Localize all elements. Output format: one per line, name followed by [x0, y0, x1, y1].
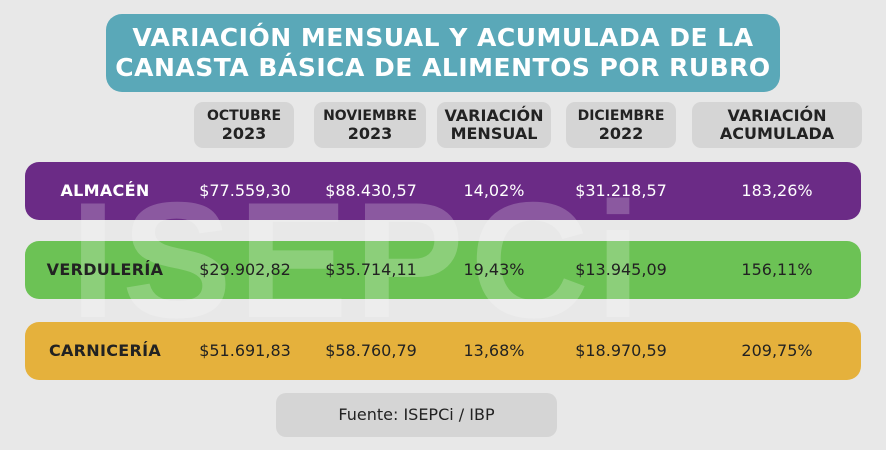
header-label: ACUMULADA	[719, 124, 835, 143]
table-cell: $88.430,57	[325, 181, 417, 200]
page-title: VARIACIÓN MENSUAL Y ACUMULADA DE LA CANA…	[106, 14, 780, 92]
header-label: VARIACIÓN	[444, 106, 544, 125]
header-label: DICIEMBRE	[577, 108, 665, 124]
header-variacion-acumulada: VARIACIÓN ACUMULADA	[692, 102, 862, 148]
table-cell: $58.760,79	[325, 341, 417, 360]
title-line-2: CANASTA BÁSICA DE ALIMENTOS POR RUBRO	[115, 53, 771, 82]
table-cell: 183,26%	[741, 181, 813, 200]
table-cell: 209,75%	[741, 341, 813, 360]
row-label-carniceria: CARNICERÍA	[48, 341, 162, 360]
table-cell: $35.714,11	[325, 260, 417, 279]
header-label: NOVIEMBRE	[323, 108, 417, 124]
header-octubre-2023: OCTUBRE 2023	[194, 102, 294, 148]
table-cell: $18.970,59	[575, 341, 667, 360]
table-cell: $51.691,83	[199, 341, 291, 360]
header-label: 2023	[221, 124, 267, 143]
table-cell: 156,11%	[741, 260, 813, 279]
source-footer: Fuente: ISEPCi / IBP	[276, 393, 557, 437]
table-cell: 19,43%	[463, 260, 525, 279]
header-label: VARIACIÓN	[727, 106, 827, 125]
row-almacen	[25, 162, 861, 220]
header-noviembre-2023: NOVIEMBRE 2023	[314, 102, 426, 148]
table-cell: $29.902,82	[199, 260, 291, 279]
title-line-1: VARIACIÓN MENSUAL Y ACUMULADA DE LA	[132, 23, 754, 52]
row-label-almacen: ALMACÉN	[60, 181, 150, 200]
table-cell: $13.945,09	[575, 260, 667, 279]
row-label-verduleria: VERDULERÍA	[46, 260, 164, 279]
row-carniceria	[25, 322, 861, 380]
header-diciembre-2022: DICIEMBRE 2022	[566, 102, 676, 148]
header-label: MENSUAL	[450, 124, 538, 143]
header-label: 2022	[598, 124, 644, 143]
row-verduleria	[25, 241, 861, 299]
header-label: OCTUBRE	[206, 108, 282, 124]
table-cell: $31.218,57	[575, 181, 667, 200]
header-label: 2023	[347, 124, 393, 143]
table-cell: 13,68%	[463, 341, 525, 360]
table-cell: 14,02%	[463, 181, 525, 200]
header-variacion-mensual: VARIACIÓN MENSUAL	[437, 102, 551, 148]
table-cell: $77.559,30	[199, 181, 291, 200]
